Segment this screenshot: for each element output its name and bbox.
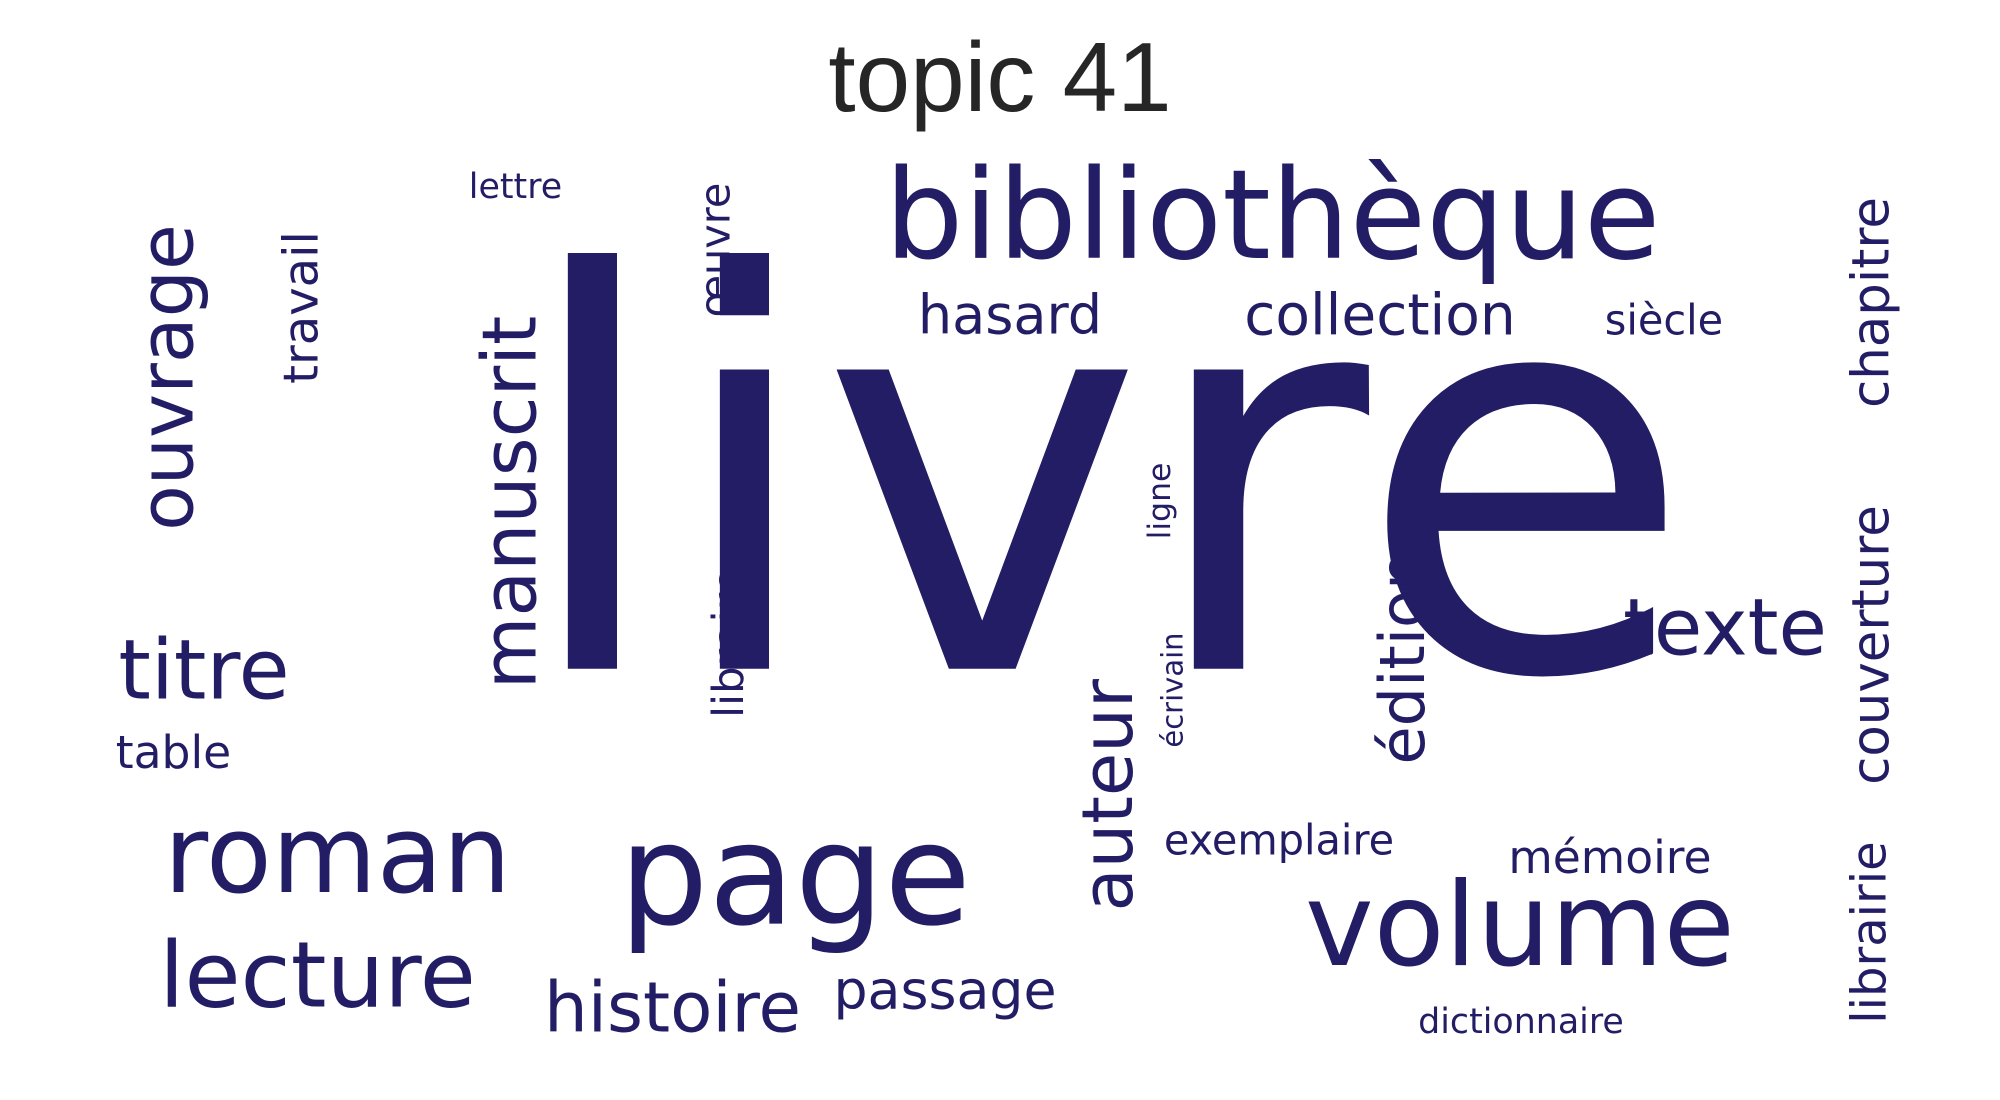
cloud-word: travail [274, 231, 330, 384]
cloud-word: écrivain [1156, 632, 1190, 747]
cloud-word: mémoire [1508, 831, 1711, 884]
cloud-word: bibliothèque [885, 144, 1661, 288]
cloud-word: auteur [1067, 679, 1149, 911]
cloud-word: collection [1244, 283, 1516, 349]
cloud-word: livre [516, 162, 1693, 799]
cloud-word: lecture [159, 921, 476, 1028]
cloud-word: édition [1366, 551, 1439, 765]
cloud-word: librairie [1842, 841, 1898, 1024]
cloud-word: passage [833, 959, 1056, 1022]
cloud-word: manuscrit [467, 316, 554, 690]
cloud-word: exemplaire [1164, 816, 1394, 864]
cloud-word: roman [164, 793, 511, 918]
cloud-word: siècle [1605, 296, 1723, 344]
cloud-word: page [619, 794, 971, 958]
cloud-word: couverture [1842, 505, 1902, 785]
cloud-word: table [116, 726, 231, 779]
cloud-word: libraire [704, 567, 754, 718]
cloud-word: lettre [469, 167, 562, 207]
cloud-word: ouvrage [124, 224, 211, 531]
cloud-word: titre [118, 622, 289, 719]
cloud-word: ligne [1142, 463, 1178, 540]
cloud-word: texte [1623, 582, 1827, 674]
cloud-word: volume [1305, 858, 1735, 993]
cloud-word: chapitre [1842, 197, 1902, 408]
cloud-word: histoire [544, 968, 801, 1048]
chart-title: topic 41 [828, 22, 1172, 132]
cloud-word: œuvre [691, 183, 739, 318]
cloud-word: dictionnaire [1418, 1002, 1624, 1042]
cloud-word: hasard [918, 284, 1102, 347]
